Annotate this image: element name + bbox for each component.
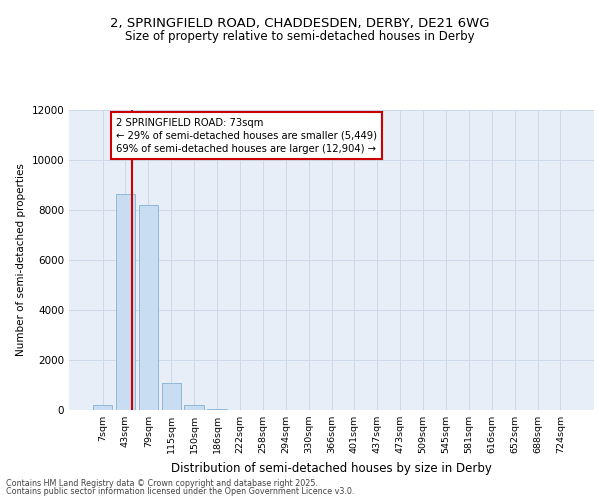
Bar [161,382,181,410]
Bar [139,205,158,410]
Text: 2 SPRINGFIELD ROAD: 73sqm
← 29% of semi-detached houses are smaller (5,449)
69% : 2 SPRINGFIELD ROAD: 73sqm ← 29% of semi-… [116,118,377,154]
Text: Contains HM Land Registry data © Crown copyright and database right 2025.: Contains HM Land Registry data © Crown c… [6,478,318,488]
Text: Contains public sector information licensed under the Open Government Licence v3: Contains public sector information licen… [6,487,355,496]
X-axis label: Distribution of semi-detached houses by size in Derby: Distribution of semi-detached houses by … [171,462,492,474]
Text: Size of property relative to semi-detached houses in Derby: Size of property relative to semi-detach… [125,30,475,43]
Bar [116,194,135,410]
Bar [208,409,227,410]
Y-axis label: Number of semi-detached properties: Number of semi-detached properties [16,164,26,356]
Text: 2, SPRINGFIELD ROAD, CHADDESDEN, DERBY, DE21 6WG: 2, SPRINGFIELD ROAD, CHADDESDEN, DERBY, … [110,18,490,30]
Bar [184,405,204,410]
Bar [93,405,112,410]
